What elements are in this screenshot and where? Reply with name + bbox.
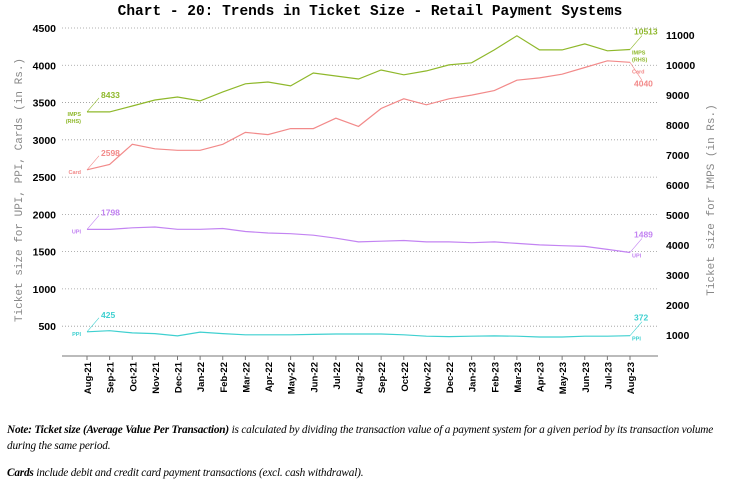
x-tick-label: Aug-22 — [355, 362, 366, 394]
x-tick-label: Jul-23 — [603, 362, 614, 389]
x-tick-label: Nov-22 — [422, 362, 433, 394]
x-tick-label: Aug-21 — [83, 361, 94, 394]
leader-line — [86, 155, 100, 170]
x-tick-label: Feb-23 — [490, 362, 501, 393]
end-value-label-card: 4040 — [634, 78, 653, 88]
leader-line — [86, 97, 100, 113]
series-line-imps — [87, 35, 631, 113]
series-line-ppi — [86, 330, 631, 338]
y2-tick-label: 4000 — [666, 240, 690, 252]
y-tick-label: 1000 — [33, 284, 57, 296]
series-name-end-card: Card — [632, 69, 645, 75]
x-tick-label: Jan-22 — [196, 362, 207, 392]
y-tick-label: 3000 — [33, 135, 57, 147]
x-tick-label: May-23 — [558, 362, 569, 394]
y-axis-label: Ticket size for UPI, PPI, Cards (in Rs.) — [14, 58, 26, 322]
note-text: is calculated by dividing the transactio… — [7, 424, 714, 452]
footnotes: Note: Ticket size (Average Value Per Tra… — [7, 422, 732, 492]
x-tick-label: Dec-22 — [445, 362, 456, 393]
end-value-label-imps: 10513 — [634, 27, 658, 37]
y2-tick-label: 5000 — [666, 210, 690, 222]
start-value-label-imps: 8433 — [101, 90, 120, 100]
series-name-start-upi: UPI — [72, 229, 82, 235]
start-value-label-ppi: 425 — [101, 310, 115, 320]
y-tick-label: 4000 — [33, 60, 57, 72]
y-tick-label: 1500 — [33, 247, 57, 259]
y-tick-label: 4500 — [33, 23, 57, 35]
leader-line — [86, 215, 100, 230]
cards-bold: Cards — [7, 467, 34, 479]
x-tick-label: Jan-23 — [468, 362, 479, 392]
chart-title: Chart - 20: Trends in Ticket Size - Reta… — [118, 4, 623, 20]
y2-tick-label: 3000 — [666, 270, 690, 282]
x-tick-label: Apr-22 — [264, 362, 275, 392]
series-name-start-ppi: PPI — [72, 332, 81, 338]
x-tick-label: Apr-23 — [536, 362, 547, 392]
x-tick-label: Oct-22 — [400, 362, 411, 392]
series-name-end-imps: IMPS — [632, 51, 646, 57]
y2-tick-label: 9000 — [666, 90, 690, 102]
series-name-end-imps: (RHS) — [632, 58, 647, 64]
x-tick-label: Feb-22 — [219, 362, 230, 393]
leader-line — [629, 62, 643, 81]
note-cards: Cards include debit and credit card paym… — [7, 465, 732, 481]
x-tick-label: Nov-21 — [151, 361, 162, 393]
cards-text: include debit and credit card payment tr… — [33, 467, 364, 479]
y-tick-label: 2500 — [33, 172, 57, 184]
end-value-label-upi: 1489 — [634, 229, 653, 239]
y2-tick-label: 11000 — [666, 30, 695, 42]
x-tick-label: Jun-23 — [581, 362, 592, 393]
chart: Chart - 20: Trends in Ticket Size - Reta… — [14, 4, 718, 394]
y-tick-label: 2000 — [33, 209, 57, 221]
leader-line — [629, 238, 643, 253]
y2-axis-label: Ticket size for IMPS (in Rs.) — [706, 104, 718, 295]
x-tick-label: May-22 — [287, 362, 298, 394]
series-line-card — [86, 60, 631, 171]
note-bold: Note: Ticket size (Average Value Per Tra… — [7, 424, 229, 436]
series-name-end-ppi: PPI — [632, 337, 641, 343]
note-ticket-size: Note: Ticket size (Average Value Per Tra… — [7, 422, 732, 454]
y2-tick-label: 2000 — [666, 300, 690, 312]
y-tick-label: 500 — [38, 321, 56, 333]
series-name-start-imps: IMPS — [68, 112, 82, 118]
y2-tick-label: 6000 — [666, 180, 690, 192]
leader-line — [86, 317, 100, 332]
series-name-start-imps: (RHS) — [66, 119, 81, 125]
end-value-label-ppi: 372 — [634, 313, 648, 323]
x-tick-label: Sep-22 — [377, 362, 388, 393]
series-name-end-upi: UPI — [632, 253, 642, 259]
start-value-label-card: 2598 — [101, 148, 120, 158]
start-value-label-upi: 1798 — [101, 207, 120, 217]
leader-line — [629, 35, 643, 50]
x-tick-label: Jun-22 — [309, 362, 320, 393]
y2-tick-label: 8000 — [666, 120, 690, 132]
series-line-upi — [87, 226, 631, 254]
x-tick-label: Jul-22 — [332, 362, 343, 389]
y2-tick-label: 7000 — [666, 150, 690, 162]
y2-tick-label: 10000 — [666, 60, 695, 72]
leader-line — [629, 321, 643, 336]
y-tick-label: 3500 — [33, 98, 57, 110]
x-tick-label: Dec-21 — [174, 361, 185, 393]
series-name-start-card: Card — [68, 170, 81, 176]
x-tick-label: Aug-23 — [626, 362, 637, 394]
x-tick-label: Sep-21 — [106, 361, 117, 393]
x-tick-label: Mar-22 — [241, 362, 252, 393]
x-tick-label: Oct-21 — [128, 361, 139, 391]
x-tick-label: Mar-23 — [513, 362, 524, 393]
y2-tick-label: 1000 — [666, 330, 690, 342]
